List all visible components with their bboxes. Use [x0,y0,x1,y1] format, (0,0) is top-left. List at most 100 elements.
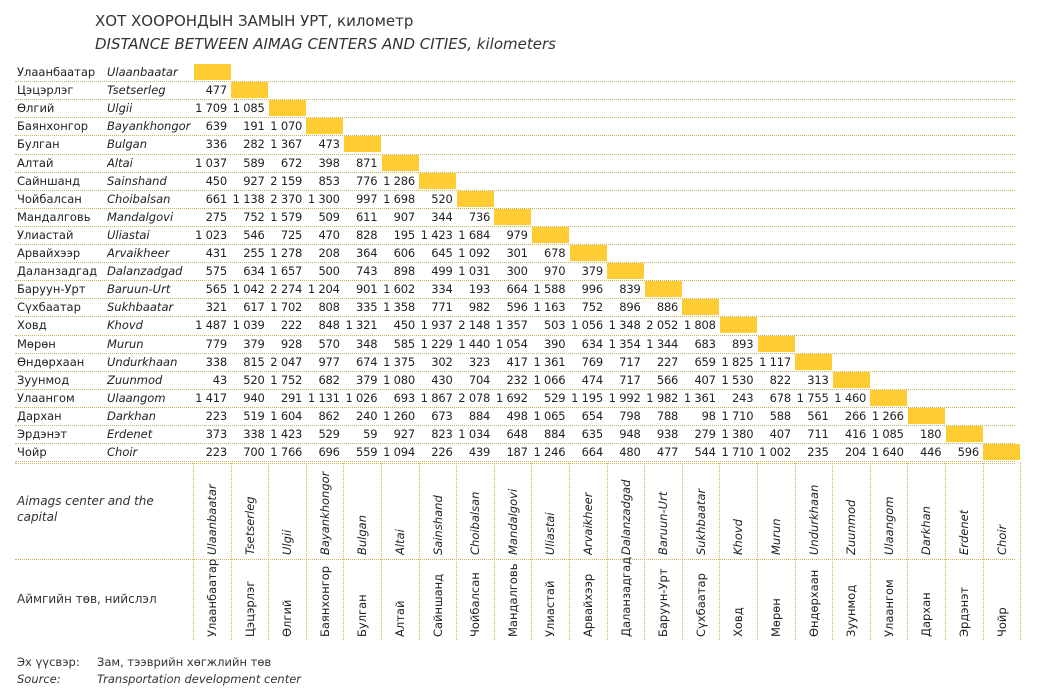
distance-cell: 822 [769,372,792,387]
distance-cell: 682 [318,372,340,387]
distance-cell: 752 [581,300,604,315]
distance-cell: 1 375 [383,354,415,369]
distance-cell: 771 [431,300,453,315]
distance-cell: 235 [807,445,829,460]
distance-cell: 570 [318,336,340,351]
distance-cell: 503 [544,318,566,333]
distance-cell: 439 [468,445,491,460]
distance-cell: 379 [356,372,378,387]
distance-cell: 823 [431,427,453,441]
distance-cell: 1 684 [458,227,491,242]
row-name-en: Sainshand [107,173,167,188]
distance-cell: 187 [506,445,528,460]
diagonal-highlight [569,245,607,261]
distance-cell: 1 117 [759,354,791,369]
distance-cell: 313 [807,372,829,387]
source-value-en: Transportation development center [97,672,302,686]
row-name-mn: Цэцэрлэг [17,83,74,98]
distance-cell: 940 [243,390,265,405]
row-divider [15,334,1015,336]
distance-cell: 282 [243,137,265,152]
distance-cell: 808 [318,300,340,315]
diagonal-highlight [757,335,795,352]
distance-cell: 664 [506,282,528,297]
row-divider [15,370,1015,372]
diagonal-highlight [231,82,269,99]
distance-cell: 519 [243,408,265,423]
column-divider [493,463,495,640]
distance-cell: 589 [243,155,265,170]
distance-cell: 884 [544,427,566,441]
row-divider [15,388,1015,390]
distance-cell: 348 [356,336,378,351]
distance-cell: 407 [769,427,792,441]
distance-cell: 546 [243,227,265,242]
row-name-en: Ulaanbaatar [107,65,178,79]
distance-cell: 779 [205,336,228,351]
distance-cell: 474 [581,372,604,387]
distance-cell: 606 [393,246,416,260]
column-name-mn: Улаангом [881,579,896,637]
diagonal-highlight [456,190,494,207]
row-divider [15,425,1015,426]
distance-cell: 575 [205,264,228,279]
distance-cell: 1 286 [383,173,415,188]
distance-cell: 255 [243,246,265,260]
column-name-mn: Эрдэнэт [957,586,971,637]
row-name-mn: Сүхбаатар [17,300,81,315]
distance-cell: 390 [544,336,566,351]
distance-cell: 544 [694,445,716,460]
column-divider [230,463,232,640]
column-divider [982,463,984,640]
distance-cell: 1 367 [270,137,303,152]
distance-cell: 901 [356,282,378,297]
row-name-en: Zuunmod [107,372,163,387]
row-name-mn: Баруун-Урт [17,282,86,297]
distance-cell: 480 [619,445,641,460]
distance-cell: 907 [393,209,416,224]
row-name-mn: Чойр [17,445,47,460]
row-name-en: Undurkhaan [107,354,178,369]
row-divider [15,461,1015,463]
distance-cell: 1 640 [871,445,904,460]
row-name-en: Mandalgovi [107,209,174,224]
row-divider [15,298,1015,300]
diagonal-highlight [832,371,870,388]
row-divider [15,443,1015,445]
distance-cell: 2 148 [458,318,491,333]
distance-cell: 2 370 [270,191,303,206]
distance-cell: 1 867 [420,390,453,405]
row-divider [15,406,1015,408]
distance-cell: 407 [694,372,716,387]
column-divider [644,463,646,640]
column-name-mn: Улаанбаатар [205,558,219,637]
distance-cell: 1 579 [270,209,303,224]
distance-cell: 334 [431,282,453,297]
distance-cell: 1 266 [871,408,904,423]
distance-cell: 1 361 [533,354,566,369]
diagonal-highlight [607,263,645,280]
column-name-mn: Улиастай [543,580,558,637]
column-divider [569,463,570,640]
column-divider [606,463,608,640]
distance-cell: 1 348 [608,318,641,333]
distance-cell: 1 602 [383,282,415,297]
row-divider [15,262,1015,264]
distance-cell: 1 358 [383,300,415,315]
distance-cell: 996 [581,282,604,297]
distance-cell: 585 [393,336,416,351]
column-divider [719,463,721,640]
distance-cell: 664 [581,445,604,460]
distance-cell: 450 [393,318,416,333]
distance-cell: 1 698 [383,191,415,206]
distance-cell: 1 588 [533,282,566,297]
distance-cell: 1 604 [270,408,303,423]
distance-cell: 1 260 [383,408,415,423]
distance-cell: 566 [656,372,679,387]
row-name-en: Murun [107,336,144,351]
distance-cell: 191 [243,119,265,134]
distance-cell: 1 440 [458,336,491,351]
distance-cell: 208 [318,246,340,260]
distance-cell: 611 [356,209,378,224]
distance-cell: 2 047 [270,354,303,369]
